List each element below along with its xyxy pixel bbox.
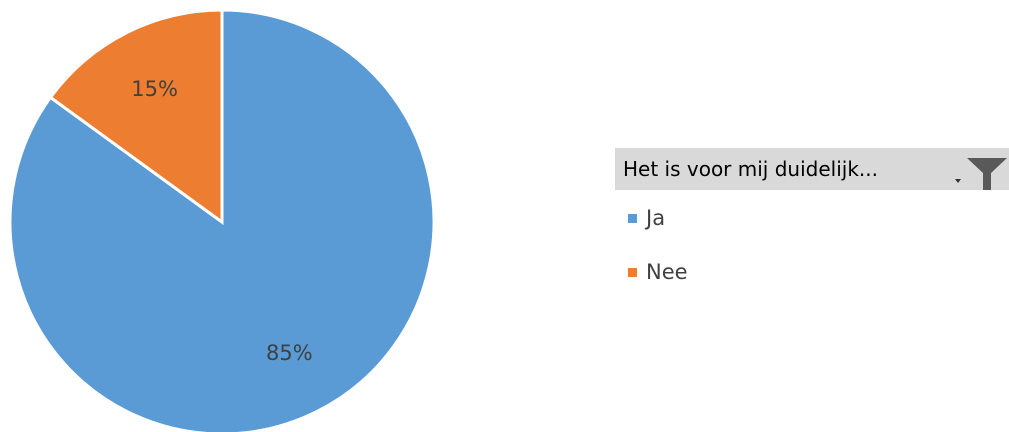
data-label-nee: 15% — [131, 77, 178, 101]
legend-label-nee: Nee — [646, 260, 688, 284]
field-filter-button[interactable]: Het is voor mij duidelijk... — [615, 148, 1009, 190]
pie-slice-ja[interactable] — [8, 8, 436, 432]
legend-title: Het is voor mij duidelijk... — [623, 157, 878, 181]
legend-swatch-nee — [628, 267, 637, 277]
funnel-filter-icon[interactable] — [953, 158, 1009, 190]
legend-item-ja[interactable]: Ja — [628, 200, 688, 236]
data-label-ja: 85% — [266, 341, 313, 365]
legend-item-nee[interactable]: Nee — [628, 254, 688, 290]
legend-label-ja: Ja — [646, 206, 666, 230]
pie-slice-nee[interactable] — [48, 8, 224, 225]
legend-swatch-ja — [628, 213, 637, 223]
legend: Ja Nee — [628, 200, 688, 308]
